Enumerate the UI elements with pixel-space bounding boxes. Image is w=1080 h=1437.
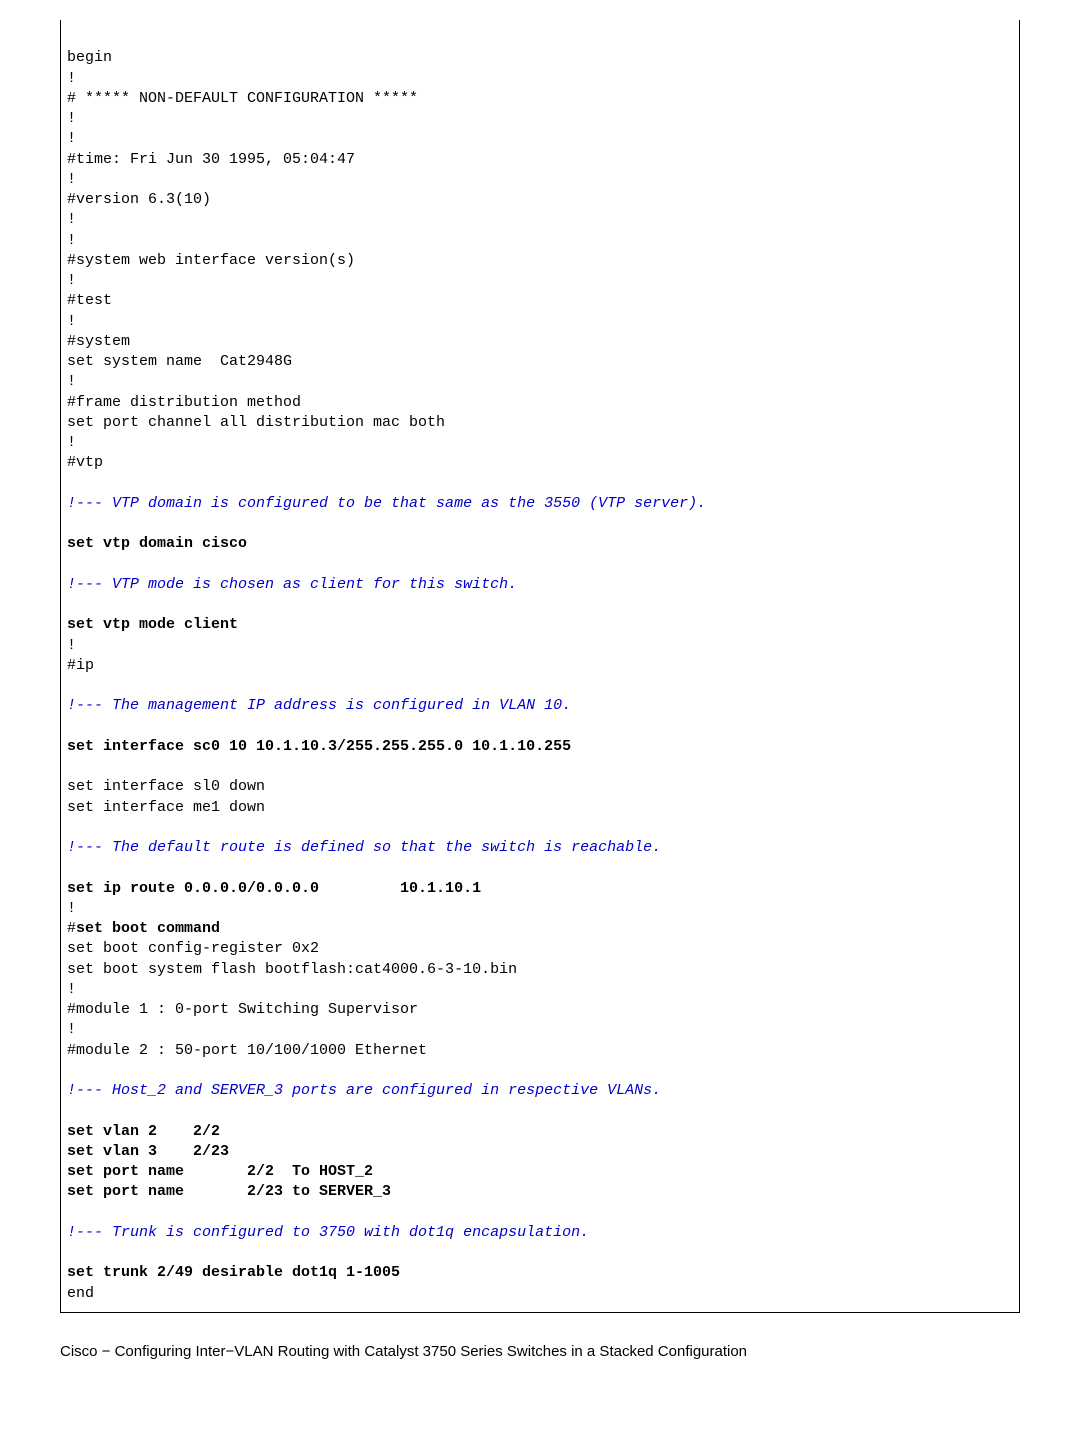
config-line xyxy=(67,1101,1013,1121)
config-line: set ip route 0.0.0.0/0.0.0.0 10.1.10.1 xyxy=(67,879,1013,899)
config-line: ! xyxy=(67,433,1013,453)
config-line: #ip xyxy=(67,656,1013,676)
config-line: #frame distribution method xyxy=(67,393,1013,413)
config-line xyxy=(67,676,1013,696)
config-line: set boot config-register 0x2 xyxy=(67,939,1013,959)
config-line xyxy=(67,514,1013,534)
config-line xyxy=(67,1203,1013,1223)
config-line: ! xyxy=(67,980,1013,1000)
config-line: set vtp domain cisco xyxy=(67,534,1013,554)
config-line: !--- Trunk is configured to 3750 with do… xyxy=(67,1223,1013,1243)
config-line: set interface sc0 10 10.1.10.3/255.255.2… xyxy=(67,737,1013,757)
config-line: #set boot command xyxy=(67,919,1013,939)
config-line xyxy=(67,1061,1013,1081)
config-line: #vtp xyxy=(67,453,1013,473)
config-line: set interface sl0 down xyxy=(67,777,1013,797)
config-line xyxy=(67,474,1013,494)
config-line: set boot system flash bootflash:cat4000.… xyxy=(67,960,1013,980)
config-line: #system web interface version(s) xyxy=(67,251,1013,271)
config-line: ! xyxy=(67,170,1013,190)
config-line: #test xyxy=(67,291,1013,311)
config-line xyxy=(67,717,1013,737)
config-box: begin!# ***** NON-DEFAULT CONFIGURATION … xyxy=(60,20,1020,1313)
config-line xyxy=(67,757,1013,777)
config-line: !--- The default route is defined so tha… xyxy=(67,838,1013,858)
config-line: ! xyxy=(67,899,1013,919)
config-line: ! xyxy=(67,210,1013,230)
config-line: ! xyxy=(67,231,1013,251)
config-line: ! xyxy=(67,271,1013,291)
config-line: !--- VTP mode is chosen as client for th… xyxy=(67,575,1013,595)
page-footer: Cisco − Configuring Inter−VLAN Routing w… xyxy=(60,1343,1020,1360)
config-line xyxy=(67,28,1013,48)
config-line: #system xyxy=(67,332,1013,352)
config-line xyxy=(67,1243,1013,1263)
config-line: ! xyxy=(67,636,1013,656)
config-line: begin xyxy=(67,48,1013,68)
config-line: ! xyxy=(67,109,1013,129)
config-line: set vtp mode client xyxy=(67,615,1013,635)
config-line: #version 6.3(10) xyxy=(67,190,1013,210)
config-line: ! xyxy=(67,312,1013,332)
config-line: #module 2 : 50-port 10/100/1000 Ethernet xyxy=(67,1041,1013,1061)
config-line: ! xyxy=(67,372,1013,392)
config-line: set port name 2/23 to SERVER_3 xyxy=(67,1182,1013,1202)
config-line: set interface me1 down xyxy=(67,798,1013,818)
config-line: #module 1 : 0-port Switching Supervisor xyxy=(67,1000,1013,1020)
config-line: #time: Fri Jun 30 1995, 05:04:47 xyxy=(67,150,1013,170)
config-line: # ***** NON-DEFAULT CONFIGURATION ***** xyxy=(67,89,1013,109)
config-line: set vlan 2 2/2 xyxy=(67,1122,1013,1142)
config-line: set port channel all distribution mac bo… xyxy=(67,413,1013,433)
config-line: !--- The management IP address is config… xyxy=(67,696,1013,716)
config-line xyxy=(67,858,1013,878)
config-line xyxy=(67,555,1013,575)
config-line: end xyxy=(67,1284,1013,1304)
config-line: set trunk 2/49 desirable dot1q 1-1005 xyxy=(67,1263,1013,1283)
config-line: set vlan 3 2/23 xyxy=(67,1142,1013,1162)
config-line: ! xyxy=(67,1020,1013,1040)
config-line xyxy=(67,818,1013,838)
config-line: !--- VTP domain is configured to be that… xyxy=(67,494,1013,514)
config-line: ! xyxy=(67,69,1013,89)
config-line xyxy=(67,595,1013,615)
config-line: set system name Cat2948G xyxy=(67,352,1013,372)
config-line: !--- Host_2 and SERVER_3 ports are confi… xyxy=(67,1081,1013,1101)
config-line: set port name 2/2 To HOST_2 xyxy=(67,1162,1013,1182)
config-line: ! xyxy=(67,129,1013,149)
